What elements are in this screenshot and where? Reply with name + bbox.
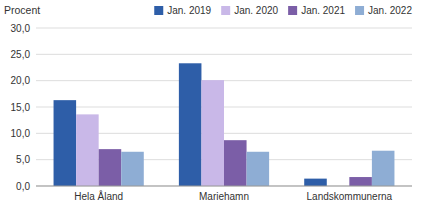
bar (76, 114, 99, 186)
x-axis-line (36, 186, 412, 187)
bar (247, 152, 270, 186)
legend-label: Jan. 2020 (234, 5, 278, 16)
legend: Jan. 2019 Jan. 2020 Jan. 2021 Jan. 2022 (154, 5, 412, 16)
bar (304, 179, 327, 186)
legend-swatch (355, 6, 364, 15)
y-tick-label: 0,0 (16, 181, 30, 192)
legend-item: Jan. 2020 (221, 5, 278, 16)
bar (224, 140, 247, 186)
legend-item: Jan. 2022 (355, 5, 412, 16)
bar (99, 149, 122, 186)
legend-label: Jan. 2021 (301, 5, 345, 16)
legend-item: Jan. 2021 (288, 5, 345, 16)
y-tick-label: 5,0 (16, 154, 30, 165)
legend-label: Jan. 2019 (167, 5, 211, 16)
legend-swatch (154, 6, 163, 15)
y-axis-label: Procent (4, 4, 40, 16)
y-tick-label: 20,0 (11, 75, 31, 86)
y-tick-label: 10,0 (11, 128, 31, 139)
bar (54, 100, 77, 186)
bar (201, 80, 224, 186)
bar (372, 151, 395, 186)
bar (179, 63, 202, 186)
grid-line (36, 186, 412, 187)
y-tick-label: 30,0 (11, 23, 31, 34)
x-tick-label: Hela Åland (74, 190, 123, 202)
y-tick-label: 25,0 (11, 49, 31, 60)
grid (36, 28, 412, 186)
legend-swatch (221, 6, 230, 15)
bar (121, 152, 144, 186)
x-tick-label: Landskommunerna (307, 191, 393, 202)
x-tick-label: Mariehamn (199, 191, 249, 202)
grid-line (36, 28, 412, 29)
bar (349, 177, 372, 186)
chart: 0,0 5,0 10,0 15,0 20,0 25,0 30,0 Hela Åland Mari… (0, 0, 422, 208)
grid-line (36, 54, 412, 55)
legend-swatch (288, 6, 297, 15)
y-tick-label: 15,0 (11, 102, 31, 113)
legend-item: Jan. 2019 (154, 5, 211, 16)
bars (54, 63, 395, 186)
legend-label: Jan. 2022 (368, 5, 412, 16)
